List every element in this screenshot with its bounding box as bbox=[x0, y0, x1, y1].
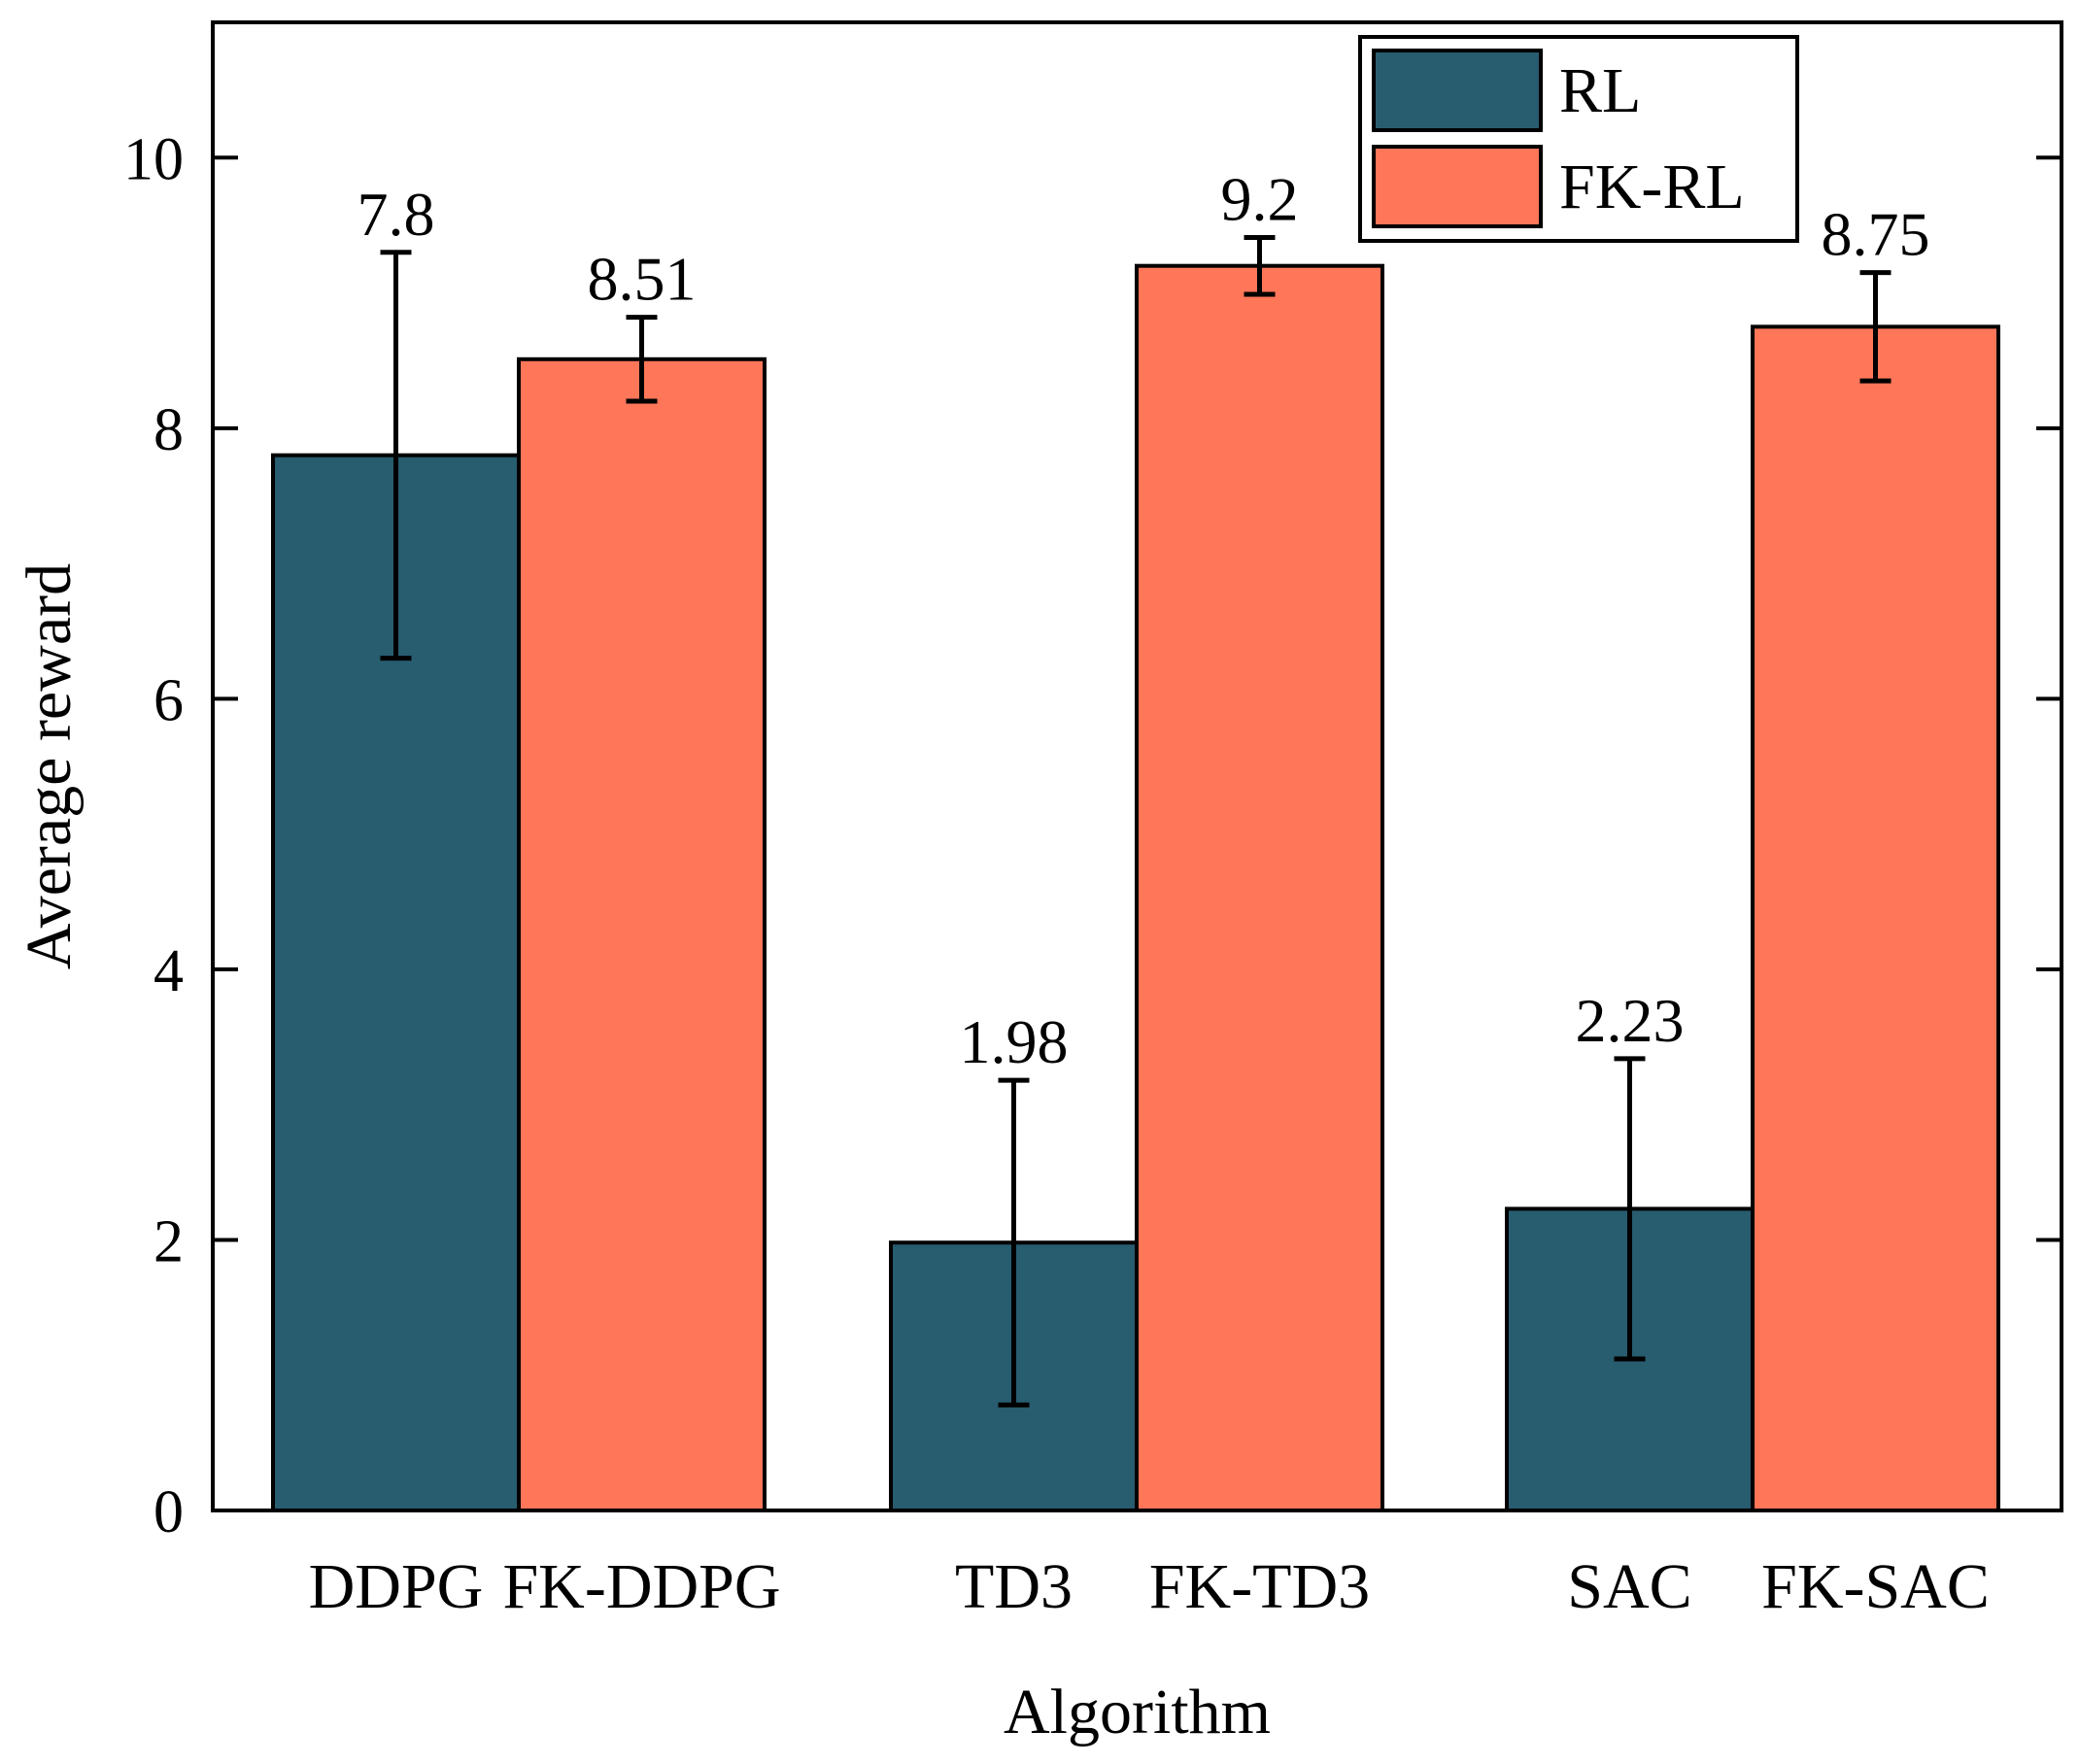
x-tick-label-fk-td3: FK-TD3 bbox=[1149, 1551, 1370, 1622]
x-tick-label-td3: TD3 bbox=[955, 1551, 1073, 1622]
y-tick-label-8: 8 bbox=[153, 397, 184, 463]
bars-layer bbox=[271, 263, 2000, 1513]
data-labels-layer: 7.8 8.51 1.98 9.2 2.23 8.75 bbox=[358, 164, 1930, 1076]
x-tick-label-ddpg: DDPG bbox=[309, 1551, 484, 1622]
legend-swatch-rl bbox=[1372, 49, 1543, 132]
legend-label-fk-rl: FK-RL bbox=[1559, 152, 1745, 222]
bar-fk-sac bbox=[1751, 324, 2000, 1512]
error-bars-layer bbox=[380, 234, 1892, 1408]
bar-fk-ddpg bbox=[517, 356, 767, 1513]
ticks-layer: DDPG FK-DDPG TD3 FK-TD3 SAC FK-SAC 0 2 4 6 8 10 bbox=[123, 126, 2062, 1622]
data-label-fk-td3: 9.2 bbox=[1221, 164, 1299, 233]
x-tick-label-sac: SAC bbox=[1567, 1551, 1691, 1622]
data-label-sac: 2.23 bbox=[1576, 986, 1685, 1055]
error-bar-ddpg bbox=[380, 250, 412, 662]
y-axis-title: Average reward bbox=[14, 563, 85, 969]
data-label-fk-sac: 8.75 bbox=[1822, 200, 1930, 269]
plot-frame bbox=[211, 20, 2063, 1512]
legend: RL FK-RL bbox=[1358, 35, 1799, 243]
error-bar-td3 bbox=[998, 1077, 1030, 1408]
data-label-ddpg: 7.8 bbox=[358, 180, 435, 249]
y-tick-label-2: 2 bbox=[153, 1208, 184, 1274]
y-tick-label-10: 10 bbox=[123, 126, 184, 192]
legend-swatch-fk-rl bbox=[1372, 145, 1543, 228]
x-tick-label-fk-ddpg: FK-DDPG bbox=[502, 1551, 780, 1622]
legend-label-rl: RL bbox=[1559, 55, 1641, 126]
y-tick-label-0: 0 bbox=[153, 1479, 184, 1545]
error-bar-fk-ddpg bbox=[626, 315, 658, 404]
x-axis-title: Algorithm bbox=[1004, 1677, 1271, 1747]
y-tick-label-4: 4 bbox=[153, 938, 184, 1004]
error-bar-fk-td3 bbox=[1244, 234, 1276, 297]
error-bar-sac bbox=[1614, 1056, 1646, 1362]
bar-fk-td3 bbox=[1135, 263, 1384, 1512]
data-label-fk-ddpg: 8.51 bbox=[588, 245, 697, 314]
data-label-td3: 1.98 bbox=[960, 1007, 1069, 1076]
error-bar-fk-sac bbox=[1859, 270, 1892, 384]
x-tick-label-fk-sac: FK-SAC bbox=[1761, 1551, 1990, 1622]
y-tick-label-6: 6 bbox=[153, 667, 184, 733]
